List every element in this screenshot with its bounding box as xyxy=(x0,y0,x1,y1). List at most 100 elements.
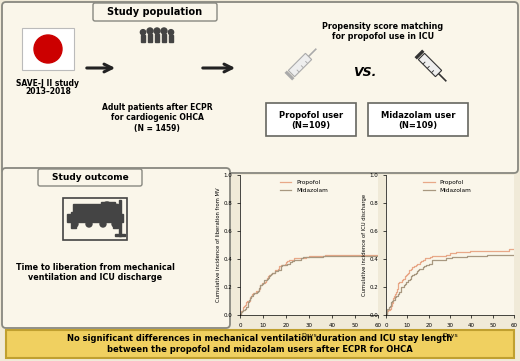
Text: (N=109): (N=109) xyxy=(291,121,331,130)
Circle shape xyxy=(72,221,78,227)
Bar xyxy=(423,61,425,65)
Midazolam xyxy=(245,297,252,302)
Midazolam xyxy=(392,296,398,300)
Bar xyxy=(305,61,308,64)
Propofol xyxy=(383,313,389,317)
Bar xyxy=(266,103,356,136)
Text: Propensity score matching
for propofol use in ICU: Propensity score matching for propofol u… xyxy=(322,22,444,42)
Bar xyxy=(67,214,123,222)
Circle shape xyxy=(161,28,167,34)
Bar xyxy=(119,200,121,236)
Midazolam xyxy=(398,287,405,291)
Bar xyxy=(101,202,115,210)
Circle shape xyxy=(140,30,146,35)
Midazolam xyxy=(383,313,389,317)
Midazolam xyxy=(319,254,326,258)
Line: Propofol: Propofol xyxy=(386,249,514,315)
Propofol xyxy=(262,281,268,285)
Bar xyxy=(148,34,152,43)
Y-axis label: Cumulative incidence of liberation from MV: Cumulative incidence of liberation from … xyxy=(216,188,221,302)
Bar xyxy=(284,70,294,81)
Bar xyxy=(308,48,317,57)
Bar xyxy=(427,66,430,69)
Propofol xyxy=(321,252,328,257)
Bar xyxy=(296,69,300,73)
Bar xyxy=(113,204,118,228)
Bar xyxy=(414,49,424,60)
Legend: Propofol, Midazolam: Propofol, Midazolam xyxy=(277,178,330,196)
FancyBboxPatch shape xyxy=(2,168,230,328)
Line: Propofol: Propofol xyxy=(240,255,378,315)
Propofol xyxy=(511,247,517,252)
Propofol xyxy=(247,296,253,300)
Circle shape xyxy=(34,35,62,63)
Text: VS.: VS. xyxy=(353,65,376,78)
Circle shape xyxy=(154,28,160,34)
Line: Midazolam: Midazolam xyxy=(386,255,514,315)
Circle shape xyxy=(100,221,106,227)
Midazolam xyxy=(256,288,262,293)
Bar xyxy=(63,198,127,240)
Midazolam xyxy=(264,277,270,281)
Bar xyxy=(368,103,468,136)
Bar xyxy=(301,65,304,68)
Bar xyxy=(141,35,145,42)
Propofol xyxy=(391,293,397,298)
Midazolam xyxy=(245,303,251,307)
Text: No significant differences in mechanical ventilation duration and ICU stay lengt: No significant differences in mechanical… xyxy=(68,334,452,354)
Propofol xyxy=(375,252,381,257)
Text: 2013–2018: 2013–2018 xyxy=(25,87,71,96)
Line: Midazolam: Midazolam xyxy=(240,256,378,315)
Text: SAVE-J II study: SAVE-J II study xyxy=(17,78,80,87)
Propofol xyxy=(237,313,243,317)
Midazolam xyxy=(403,281,409,285)
Circle shape xyxy=(147,28,153,34)
Bar xyxy=(71,212,76,228)
Circle shape xyxy=(112,221,118,227)
Propofol xyxy=(291,258,297,262)
Propofol xyxy=(390,296,396,300)
Propofol xyxy=(443,252,449,257)
Legend: Propofol, Midazolam: Propofol, Midazolam xyxy=(421,178,474,196)
Midazolam xyxy=(254,290,260,294)
Bar xyxy=(431,70,434,73)
Propofol xyxy=(257,287,263,291)
Midazolam xyxy=(511,252,517,257)
Bar xyxy=(438,73,447,82)
Bar xyxy=(6,330,514,358)
Midazolam xyxy=(443,258,449,262)
Bar xyxy=(115,234,125,236)
Y-axis label: Cumulative incidence of ICU discharge: Cumulative incidence of ICU discharge xyxy=(362,194,367,296)
Propofol xyxy=(241,305,248,309)
Bar xyxy=(80,206,108,211)
Midazolam xyxy=(387,305,393,309)
Bar xyxy=(73,204,117,214)
Circle shape xyxy=(168,30,174,35)
Text: (N=109): (N=109) xyxy=(398,121,437,130)
X-axis label: Days: Days xyxy=(442,333,458,338)
Bar xyxy=(22,28,74,70)
Bar xyxy=(288,53,311,77)
X-axis label: Days: Days xyxy=(301,333,317,338)
Midazolam xyxy=(237,313,243,317)
Text: Midazolam user: Midazolam user xyxy=(381,111,455,120)
Text: Time to liberation from mechanical
ventilation and ICU discharge: Time to liberation from mechanical venti… xyxy=(16,263,174,282)
Circle shape xyxy=(102,202,112,212)
FancyBboxPatch shape xyxy=(2,2,518,173)
Midazolam xyxy=(275,268,281,272)
Text: Study outcome: Study outcome xyxy=(51,173,128,182)
Circle shape xyxy=(86,221,92,227)
Propofol xyxy=(396,281,402,285)
Propofol xyxy=(506,247,512,252)
Bar xyxy=(169,35,173,42)
Propofol xyxy=(258,282,265,286)
Text: Study population: Study population xyxy=(108,7,203,17)
Bar xyxy=(155,34,159,43)
Midazolam xyxy=(402,282,408,286)
Bar xyxy=(418,53,441,77)
Propofol xyxy=(384,312,390,316)
Midazolam xyxy=(484,252,490,257)
FancyBboxPatch shape xyxy=(93,3,217,21)
Bar xyxy=(162,34,166,43)
Midazolam xyxy=(375,254,381,258)
